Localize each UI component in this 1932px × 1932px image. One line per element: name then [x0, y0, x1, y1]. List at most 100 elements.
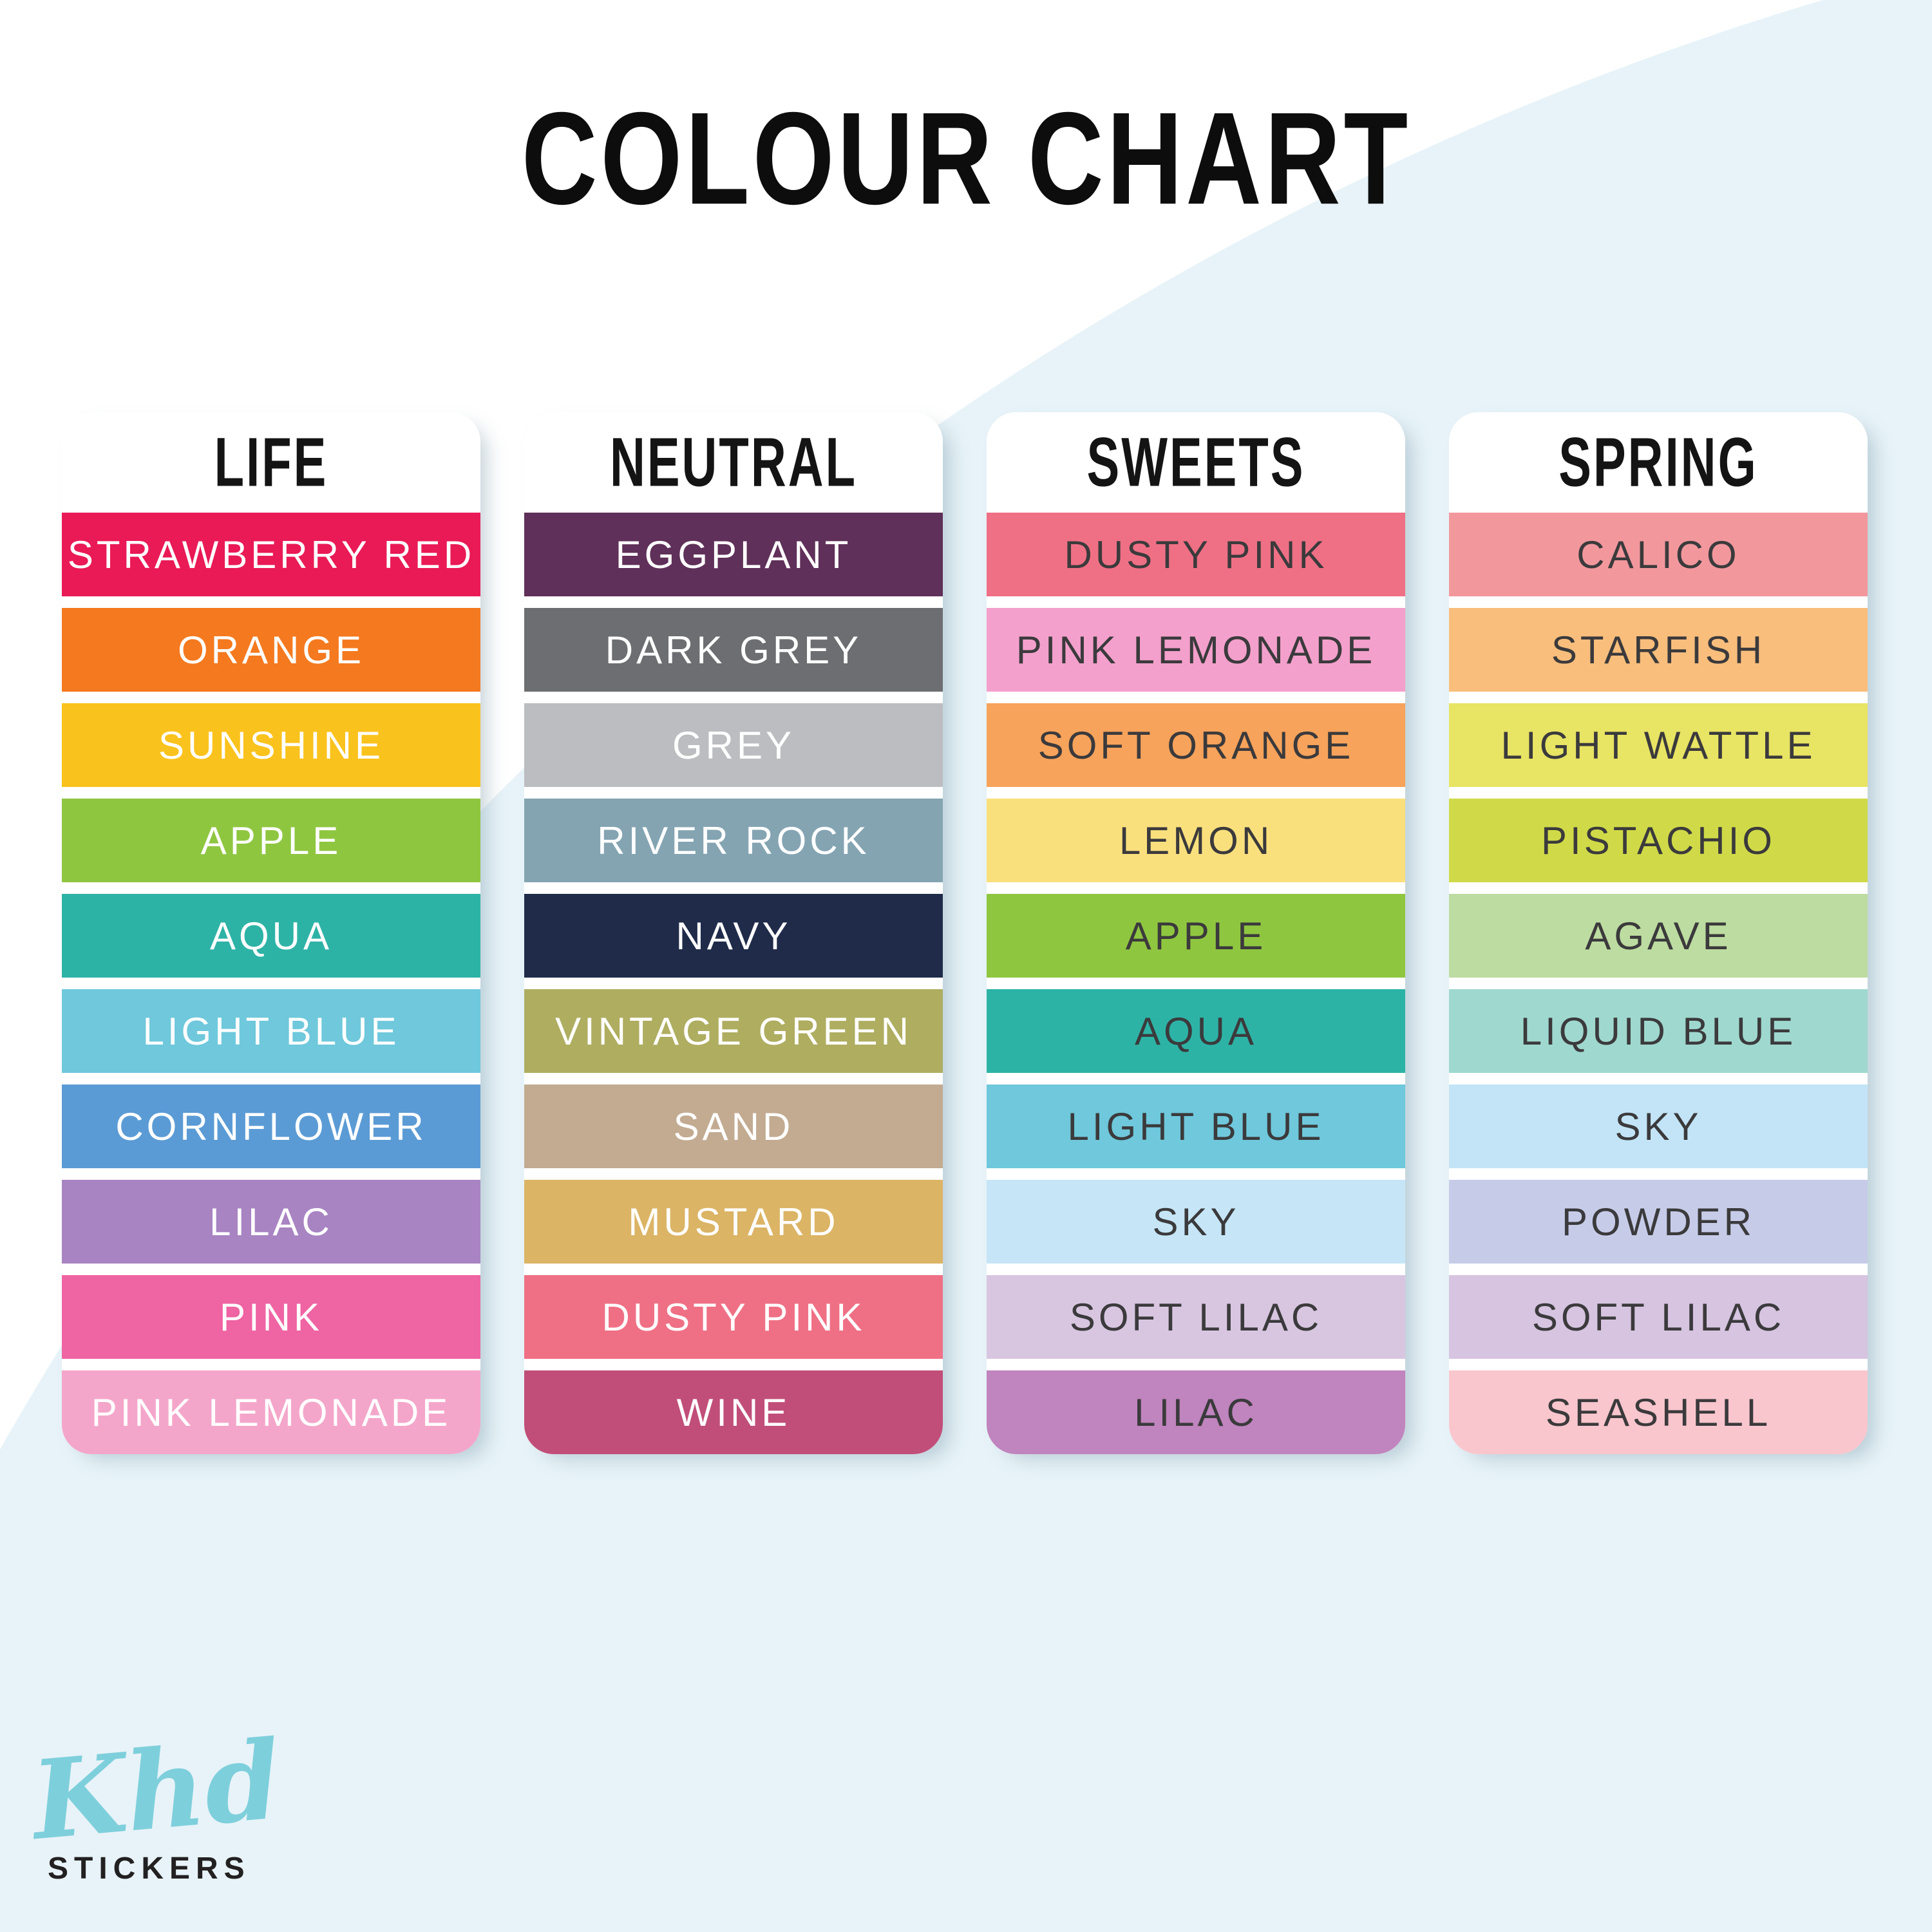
swatch-label: SEASHELL: [1545, 1390, 1772, 1434]
swatch-label: STRAWBERRY RED: [67, 533, 475, 576]
swatch-label: CORNFLOWER: [115, 1104, 427, 1148]
swatch-seashell: SEASHELL: [1449, 1370, 1868, 1454]
swatch-label: DUSTY PINK: [601, 1295, 866, 1339]
swatch-soft-orange: SOFT ORANGE: [987, 703, 1405, 787]
swatch-apple: APPLE: [987, 894, 1405, 978]
swatch-label: LILAC: [1134, 1390, 1258, 1434]
palette-grid: LIFE STRAWBERRY RED ORANGE SUNSHINE APPLE AQ…: [62, 412, 1868, 1454]
swatch-river-rock: RIVER ROCK: [524, 799, 943, 882]
swatch-label: SUNSHINE: [158, 723, 384, 767]
swatch-strawberry-red: STRAWBERRY RED: [62, 513, 480, 596]
swatch-label: WINE: [676, 1390, 791, 1434]
swatch-label: SKY: [1152, 1200, 1240, 1244]
swatch-label: LIGHT BLUE: [1067, 1104, 1325, 1148]
swatch-list: EGGPLANT DARK GREY GREY RIVER ROCK NAVY VINTA…: [524, 513, 943, 1454]
swatch-list: CALICO STARFISH LIGHT WATTLE PISTACHIO AGAVE…: [1449, 513, 1868, 1454]
swatch-list: DUSTY PINK PINK LEMONADE SOFT ORANGE LEMON A…: [987, 513, 1405, 1454]
swatch-label: DARK GREY: [605, 628, 862, 672]
swatch-lilac: LILAC: [987, 1370, 1405, 1454]
swatch-powder: POWDER: [1449, 1180, 1868, 1264]
swatch-apple: APPLE: [62, 799, 480, 882]
brand-logo: Khd STICKERS: [27, 1716, 286, 1886]
swatch-label: DUSTY PINK: [1064, 533, 1328, 576]
swatch-label: SOFT LILAC: [1531, 1295, 1785, 1339]
swatch-label: LILAC: [209, 1200, 333, 1244]
palette-card-header: SPRING: [1449, 412, 1868, 513]
swatch-label: APPLE: [1125, 914, 1267, 958]
swatch-pink: PINK: [62, 1275, 480, 1359]
swatch-cornflower: CORNFLOWER: [62, 1084, 480, 1168]
swatch-label: SOFT ORANGE: [1037, 723, 1354, 767]
swatch-dusty-pink: DUSTY PINK: [987, 513, 1405, 596]
swatch-light-blue: LIGHT BLUE: [987, 1084, 1405, 1168]
swatch-light-blue: LIGHT BLUE: [62, 989, 480, 1073]
palette-card-header: SWEETS: [987, 412, 1405, 513]
palette-card-spring: SPRING CALICO STARFISH LIGHT WATTLE PISTACH…: [1449, 412, 1868, 1454]
swatch-label: LEMON: [1119, 819, 1273, 862]
swatch-orange: ORANGE: [62, 608, 480, 692]
swatch-label: PISTACHIO: [1541, 819, 1776, 862]
palette-heading: LIFE: [214, 423, 328, 502]
swatch-sky: SKY: [1449, 1084, 1868, 1168]
swatch-label: SKY: [1615, 1104, 1702, 1148]
swatch-grey: GREY: [524, 703, 943, 787]
swatch-mustard: MUSTARD: [524, 1180, 943, 1264]
swatch-wine: WINE: [524, 1370, 943, 1454]
swatch-label: PINK LEMONADE: [1016, 628, 1376, 672]
logo-subtitle: STICKERS: [48, 1852, 251, 1886]
swatch-label: CALICO: [1577, 533, 1740, 576]
swatch-label: PINK: [219, 1295, 323, 1339]
swatch-label: EGGPLANT: [615, 533, 852, 576]
swatch-label: SOFT LILAC: [1069, 1295, 1323, 1339]
swatch-soft-lilac: SOFT LILAC: [1449, 1275, 1868, 1359]
swatch-lilac: LILAC: [62, 1180, 480, 1264]
swatch-starfish: STARFISH: [1449, 608, 1868, 692]
swatch-lemon: LEMON: [987, 799, 1405, 882]
swatch-label: GREY: [672, 723, 795, 767]
swatch-light-wattle: LIGHT WATTLE: [1449, 703, 1868, 787]
swatch-label: STARFISH: [1551, 628, 1766, 672]
swatch-label: POWDER: [1562, 1200, 1755, 1244]
swatch-label: RIVER ROCK: [597, 819, 870, 862]
swatch-label: ORANGE: [177, 628, 365, 672]
swatch-navy: NAVY: [524, 894, 943, 978]
palette-card-header: LIFE: [62, 412, 480, 513]
page-title: COLOUR CHART: [521, 86, 1411, 233]
swatch-pink-lemonade: PINK LEMONADE: [987, 608, 1405, 692]
swatch-dusty-pink: DUSTY PINK: [524, 1275, 943, 1359]
palette-heading: SWEETS: [1086, 423, 1305, 502]
swatch-pistachio: PISTACHIO: [1449, 799, 1868, 882]
swatch-label: VINTAGE GREEN: [555, 1009, 912, 1053]
swatch-label: AQUA: [209, 914, 333, 958]
swatch-eggplant: EGGPLANT: [524, 513, 943, 596]
swatch-sky: SKY: [987, 1180, 1405, 1264]
swatch-aqua: AQUA: [62, 894, 480, 978]
logo-script-text: Khd: [27, 1716, 286, 1864]
swatch-liquid-blue: LIQUID BLUE: [1449, 989, 1868, 1073]
swatch-label: AGAVE: [1585, 914, 1732, 958]
swatch-label: NAVY: [676, 914, 791, 958]
swatch-label: SAND: [673, 1104, 794, 1148]
palette-card-sweets: SWEETS DUSTY PINK PINK LEMONADE SOFT ORANG…: [987, 412, 1405, 1454]
swatch-label: LIGHT WATTLE: [1501, 723, 1816, 767]
swatch-sunshine: SUNSHINE: [62, 703, 480, 787]
swatch-pink-lemonade: PINK LEMONADE: [62, 1370, 480, 1454]
palette-card-neutral: NEUTRAL EGGPLANT DARK GREY GREY RIVER ROCK N…: [524, 412, 943, 1454]
swatch-calico: CALICO: [1449, 513, 1868, 596]
palette-card-life: LIFE STRAWBERRY RED ORANGE SUNSHINE APPLE AQ…: [62, 412, 480, 1454]
swatch-label: PINK LEMONADE: [91, 1390, 451, 1434]
swatch-sand: SAND: [524, 1084, 943, 1168]
swatch-agave: AGAVE: [1449, 894, 1868, 978]
swatch-list: STRAWBERRY RED ORANGE SUNSHINE APPLE AQUA LIG…: [62, 513, 480, 1454]
swatch-label: LIQUID BLUE: [1520, 1009, 1797, 1053]
swatch-label: LIGHT BLUE: [142, 1009, 400, 1053]
swatch-vintage-green: VINTAGE GREEN: [524, 989, 943, 1073]
swatch-label: APPLE: [200, 819, 342, 862]
swatch-label: MUSTARD: [628, 1200, 839, 1244]
swatch-aqua: AQUA: [987, 989, 1405, 1073]
palette-heading: SPRING: [1558, 423, 1758, 502]
palette-heading: NEUTRAL: [609, 423, 858, 502]
swatch-soft-lilac: SOFT LILAC: [987, 1275, 1405, 1359]
swatch-dark-grey: DARK GREY: [524, 608, 943, 692]
